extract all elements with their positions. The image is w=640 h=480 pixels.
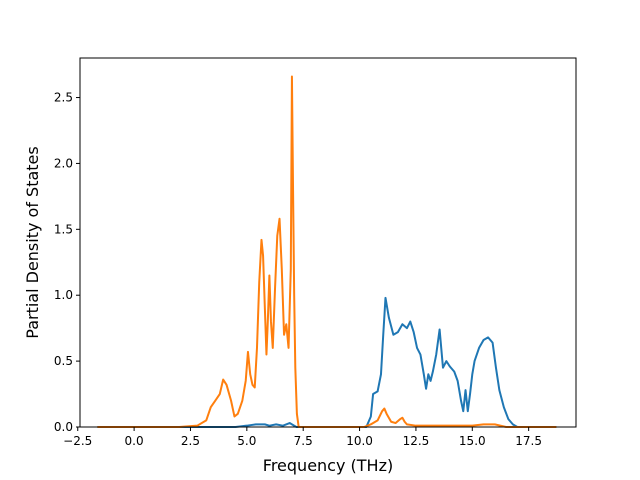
x-tick-label: 5.0 — [237, 434, 256, 448]
series-line-1 — [97, 296, 557, 428]
plot-area — [80, 58, 576, 427]
x-tick-label: −2.5 — [63, 434, 92, 448]
y-tick-label: 0.5 — [54, 354, 73, 368]
y-tick-label: 0.0 — [54, 420, 73, 434]
x-axis-label: Frequency (THz) — [263, 456, 393, 475]
x-axis-ticks: −2.5 0.0 2.5 5.0 7.5 10.0 12.5 15.0 17.5 — [63, 427, 542, 448]
y-tick-label: 1.0 — [54, 288, 73, 302]
y-axis-ticks: 0.0 0.5 1.0 1.5 2.0 2.5 — [54, 91, 80, 434]
x-tick-label: 2.5 — [181, 434, 200, 448]
x-tick-label: 17.5 — [515, 434, 542, 448]
series-line-2 — [97, 75, 557, 428]
x-tick-label: 10.0 — [346, 434, 373, 448]
y-tick-label: 2.5 — [54, 91, 73, 105]
x-tick-label: 15.0 — [459, 434, 486, 448]
x-tick-label: 0.0 — [125, 434, 144, 448]
series-layer — [97, 75, 557, 428]
y-tick-label: 1.5 — [54, 222, 73, 236]
x-tick-label: 12.5 — [403, 434, 430, 448]
y-axis-label: Partial Density of States — [23, 146, 42, 338]
x-tick-label: 7.5 — [294, 434, 313, 448]
plot-frame — [79, 57, 577, 428]
y-tick-label: 2.0 — [54, 156, 73, 170]
